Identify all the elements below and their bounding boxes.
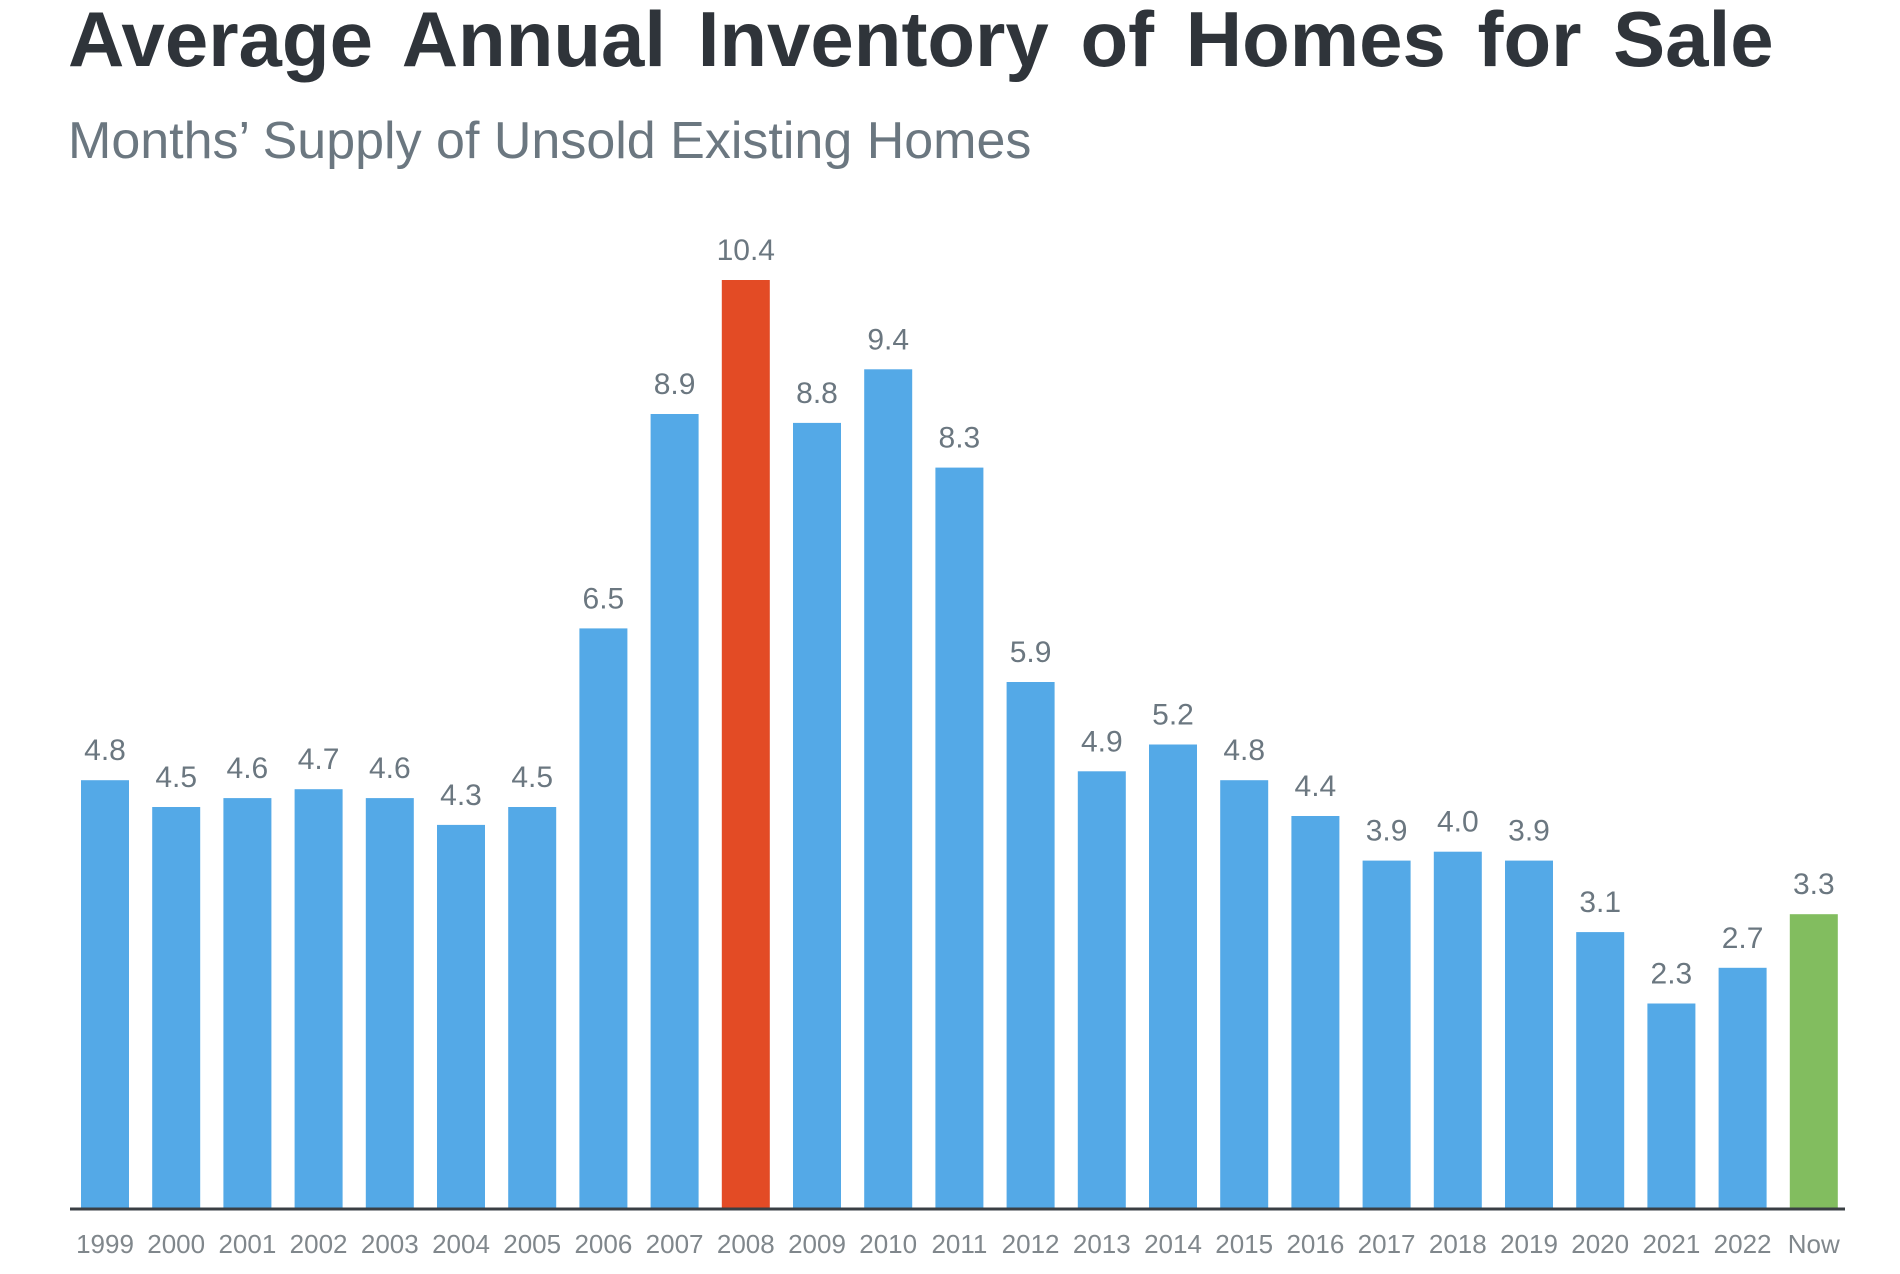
bar-2000 [152, 807, 201, 1209]
tick-labels-layer: 1999 2000 2001 2002 2003 2004 2005 2006 2007 2008… [76, 1229, 1840, 1259]
tick-label-2005: 2005 [503, 1229, 561, 1259]
value-label-2004: 4.3 [440, 779, 482, 812]
tick-label-2013: 2013 [1073, 1229, 1131, 1259]
value-label-2006: 6.5 [583, 582, 625, 615]
bar-2016 [1291, 816, 1340, 1209]
value-label-2005: 4.5 [511, 761, 553, 794]
value-label-2010: 9.4 [867, 323, 909, 356]
value-labels-layer: 4.8 4.5 4.6 4.7 4.6 4.3 4.5 6.5 8.9 10.4 8.8 9.4 8.3… [84, 234, 1835, 991]
tick-label-1999: 1999 [76, 1229, 134, 1259]
value-label-2017: 3.9 [1366, 815, 1408, 848]
tick-label-2015: 2015 [1215, 1229, 1273, 1259]
bars-layer [81, 280, 1838, 1210]
value-label-2008: 10.4 [717, 234, 775, 267]
tick-label-2008: 2008 [717, 1229, 775, 1259]
bar-2022 [1718, 967, 1767, 1209]
bar-2003 [365, 798, 414, 1209]
bar-2018 [1433, 851, 1482, 1209]
value-label-2001: 4.6 [227, 752, 269, 785]
value-label-2020: 3.1 [1579, 886, 1621, 919]
bar-2004 [437, 824, 485, 1209]
bar-2010 [864, 369, 913, 1209]
value-label-2002: 4.7 [298, 743, 340, 776]
tick-label-2014: 2014 [1144, 1229, 1202, 1259]
tick-label-2006: 2006 [574, 1229, 632, 1259]
bar-now [1789, 914, 1838, 1209]
value-label-now: 3.3 [1793, 868, 1835, 901]
tick-label-2016: 2016 [1286, 1229, 1344, 1259]
tick-label-2011: 2011 [931, 1229, 987, 1259]
tick-label-2004: 2004 [432, 1229, 490, 1259]
tick-label-now: Now [1788, 1229, 1840, 1259]
value-label-2022: 2.7 [1722, 922, 1764, 955]
tick-label-2017: 2017 [1358, 1229, 1416, 1259]
value-label-2003: 4.6 [369, 752, 411, 785]
value-label-2018: 4.0 [1437, 806, 1479, 839]
bar-2008 [721, 280, 770, 1209]
value-label-2007: 8.9 [654, 368, 696, 401]
value-label-2011: 8.3 [939, 422, 981, 455]
tick-label-2019: 2019 [1500, 1229, 1558, 1259]
value-label-2000: 4.5 [155, 761, 197, 794]
bar-2021 [1647, 1003, 1696, 1209]
value-label-2015: 4.8 [1223, 734, 1265, 767]
bar-2009 [793, 422, 841, 1209]
tick-label-2001: 2001 [218, 1229, 276, 1259]
bar-2005 [508, 807, 557, 1209]
tick-label-2022: 2022 [1714, 1229, 1772, 1259]
tick-label-2021: 2021 [1642, 1229, 1700, 1259]
value-label-2019: 3.9 [1508, 815, 1550, 848]
bar-2020 [1576, 932, 1625, 1209]
tick-label-2020: 2020 [1571, 1229, 1629, 1259]
tick-label-2000: 2000 [147, 1229, 205, 1259]
tick-label-2007: 2007 [646, 1229, 704, 1259]
tick-label-2010: 2010 [859, 1229, 917, 1259]
value-label-2012: 5.9 [1010, 636, 1052, 669]
bar-2017 [1362, 860, 1411, 1209]
tick-label-2009: 2009 [788, 1229, 846, 1259]
bar-2007 [650, 414, 699, 1209]
bar-1999 [81, 780, 129, 1209]
tick-label-2003: 2003 [361, 1229, 419, 1259]
bar-2006 [579, 628, 628, 1209]
value-label-2014: 5.2 [1152, 699, 1194, 732]
tick-label-2018: 2018 [1429, 1229, 1487, 1259]
bar-2001 [223, 798, 272, 1209]
bar-2002 [294, 789, 343, 1209]
value-label-2009: 8.8 [796, 377, 838, 410]
value-label-2016: 4.4 [1295, 770, 1337, 803]
bar-2014 [1149, 744, 1197, 1209]
bar-2019 [1505, 860, 1553, 1209]
value-label-2021: 2.3 [1651, 958, 1693, 991]
tick-label-2002: 2002 [290, 1229, 348, 1259]
value-label-1999: 4.8 [84, 734, 126, 767]
value-label-2013: 4.9 [1081, 725, 1123, 758]
chart-title: Average Annual Inventory of Homes for Sa… [68, 0, 1774, 83]
bar-2015 [1220, 780, 1269, 1209]
chart-subtitle: Months’ Supply of Unsold Existing Homes [68, 112, 1032, 170]
bar-2011 [935, 467, 984, 1210]
bar-2012 [1006, 682, 1055, 1209]
bar-2013 [1077, 771, 1126, 1209]
tick-label-2012: 2012 [1002, 1229, 1060, 1259]
